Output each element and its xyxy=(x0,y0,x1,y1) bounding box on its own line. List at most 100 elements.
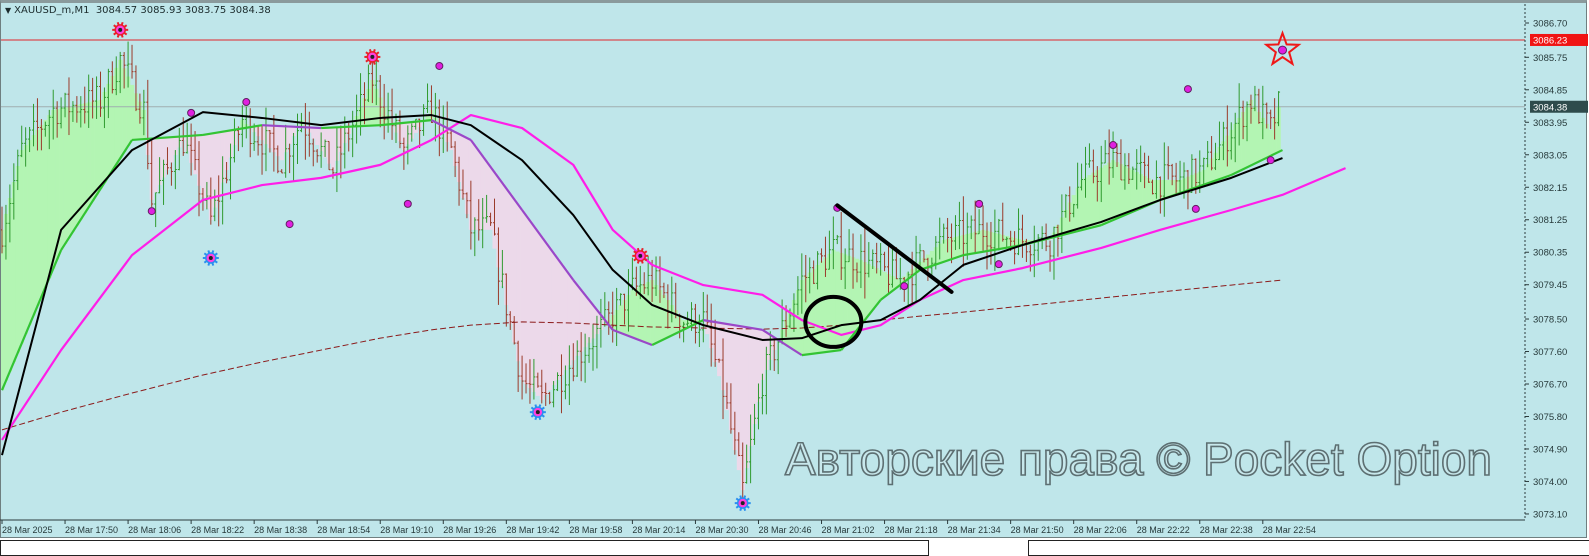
time-tick-label: 28 Mar 21:18 xyxy=(885,525,938,535)
ma-fill-segment xyxy=(473,145,477,230)
ohlc-bar xyxy=(426,84,429,113)
collapse-triangle-icon[interactable]: ▼ xyxy=(5,6,11,15)
ma-fill-segment xyxy=(311,128,315,139)
ma-fill-segment xyxy=(548,248,552,390)
price-tick-label: 3073.10 xyxy=(1533,509,1567,520)
ohlc-bar xyxy=(836,235,839,244)
bottom-panel-left xyxy=(0,540,929,556)
time-tick-label: 28 Mar 21:50 xyxy=(1011,525,1064,535)
ma-fill-segment xyxy=(154,138,158,192)
price-tick-label: 3086.70 xyxy=(1533,19,1567,30)
buy-signal-sun-icon xyxy=(203,250,219,265)
fractal-dot xyxy=(1192,205,1199,212)
ma-fill-segment xyxy=(169,137,173,162)
fractal-dot xyxy=(995,261,1002,268)
ma-fill-segment xyxy=(35,130,39,306)
price-tick-label: 3080.35 xyxy=(1533,248,1567,259)
ma-fill-segment xyxy=(875,268,879,305)
ohlc-bar xyxy=(1029,245,1032,272)
ohlc-bar xyxy=(391,89,394,140)
price-tick-label: 3079.45 xyxy=(1533,280,1567,291)
ma-fill-segment xyxy=(75,105,79,226)
time-tick-label: 28 Mar 18:22 xyxy=(191,525,244,535)
bottom-panel-right xyxy=(1028,540,1589,556)
price-tick-label: 3074.90 xyxy=(1533,444,1567,455)
ohlc-bar xyxy=(1041,226,1044,249)
time-tick-label: 28 Mar 20:46 xyxy=(758,525,811,535)
ma-fill-segment xyxy=(760,330,764,380)
sun-center xyxy=(741,501,745,505)
fractal-dot xyxy=(286,221,293,228)
ohlc-bar xyxy=(178,128,181,170)
ma-fill-segment xyxy=(524,215,528,384)
ma-fill-segment xyxy=(630,290,634,337)
ohlc-bar xyxy=(312,139,315,167)
chart-title: ▼XAUUSD_m,M1 3084.57 3085.93 3083.75 308… xyxy=(5,5,271,16)
buy-signal-sun-icon xyxy=(530,405,546,420)
ma-fill-segment xyxy=(520,210,524,380)
time-tick-label: 28 Mar 17:50 xyxy=(65,525,118,535)
ohlc-bar xyxy=(1206,141,1209,167)
ma-fill-segment xyxy=(0,230,4,390)
time-tick-label: 28 Mar 22:06 xyxy=(1074,525,1127,535)
ohlc-bar xyxy=(1104,140,1107,163)
time-tick-label: 28 Mar 18:54 xyxy=(317,525,370,535)
price-tick-label: 3076.70 xyxy=(1533,380,1567,391)
ma-fill-segment xyxy=(536,232,540,396)
price-tick-label: 3083.95 xyxy=(1533,118,1567,129)
price-tick-label: 3082.15 xyxy=(1533,183,1567,194)
price-tick-label: 3078.50 xyxy=(1533,315,1567,326)
ohlc-bar xyxy=(820,248,823,262)
ma-fill-segment xyxy=(662,295,666,339)
ma-fill-segment xyxy=(1253,106,1257,164)
fractal-dot xyxy=(436,62,443,69)
ohlc-bar xyxy=(702,292,705,342)
time-tick-label: 28 Mar 19:10 xyxy=(380,525,433,535)
sun-center xyxy=(118,28,122,32)
sell-signal-sun-icon xyxy=(364,49,380,64)
ma-fill-segment xyxy=(315,128,319,145)
sell-signal-sun-icon xyxy=(112,22,128,37)
ohlc-bar xyxy=(131,45,134,79)
price-tick-label: 3083.05 xyxy=(1533,150,1567,161)
ma-fill-segment xyxy=(16,166,20,353)
fractal-dot xyxy=(148,208,155,215)
ma-fill-segment xyxy=(39,125,43,297)
ohlc-bar xyxy=(1088,143,1091,167)
fractal-dot xyxy=(188,109,195,116)
ohlc-bar xyxy=(387,93,390,133)
ohlc-bar xyxy=(777,341,780,374)
sun-center xyxy=(536,410,540,414)
symbol-label: XAUUSD_m,M1 xyxy=(14,5,89,16)
ma-fill-segment xyxy=(587,300,591,343)
ohlc-bar xyxy=(1269,110,1272,129)
ma-fill-segment xyxy=(556,258,560,380)
time-tick-label: 28 Mar 21:02 xyxy=(822,525,875,535)
ma-fill-segment xyxy=(1115,162,1119,218)
ohlc-bar xyxy=(1033,226,1036,277)
fractal-dot xyxy=(901,283,908,290)
watermark: Авторские права © Pocket Option xyxy=(785,434,1492,484)
fractal-dot xyxy=(976,200,983,207)
ma-fill-segment xyxy=(871,266,875,310)
ohlc-bar xyxy=(308,112,311,157)
ohlc-bar xyxy=(978,209,981,234)
time-tick-label: 28 Mar 22:38 xyxy=(1200,525,1253,535)
price-tick-label: 3085.75 xyxy=(1533,53,1567,64)
ohlc-bar xyxy=(292,133,295,181)
ma-fill-segment xyxy=(43,120,47,287)
ma-fill-segment xyxy=(20,150,24,343)
ohlc-bar xyxy=(245,107,248,139)
time-tick-label: 28 Mar 2025 xyxy=(2,525,53,535)
ohlc-bar xyxy=(146,80,149,170)
ohlc-bar xyxy=(249,108,252,157)
ohlc-bar xyxy=(883,252,886,271)
ohlc-bar xyxy=(438,100,441,157)
fractal-dot xyxy=(1267,157,1274,164)
time-tick-label: 28 Mar 20:30 xyxy=(695,525,748,535)
ohlc-bar xyxy=(304,103,307,160)
ma-fill-segment xyxy=(71,106,75,232)
ma-fill-segment xyxy=(331,127,335,169)
ohlc-bar xyxy=(174,150,177,189)
price-tick-label: 3075.80 xyxy=(1533,412,1567,423)
